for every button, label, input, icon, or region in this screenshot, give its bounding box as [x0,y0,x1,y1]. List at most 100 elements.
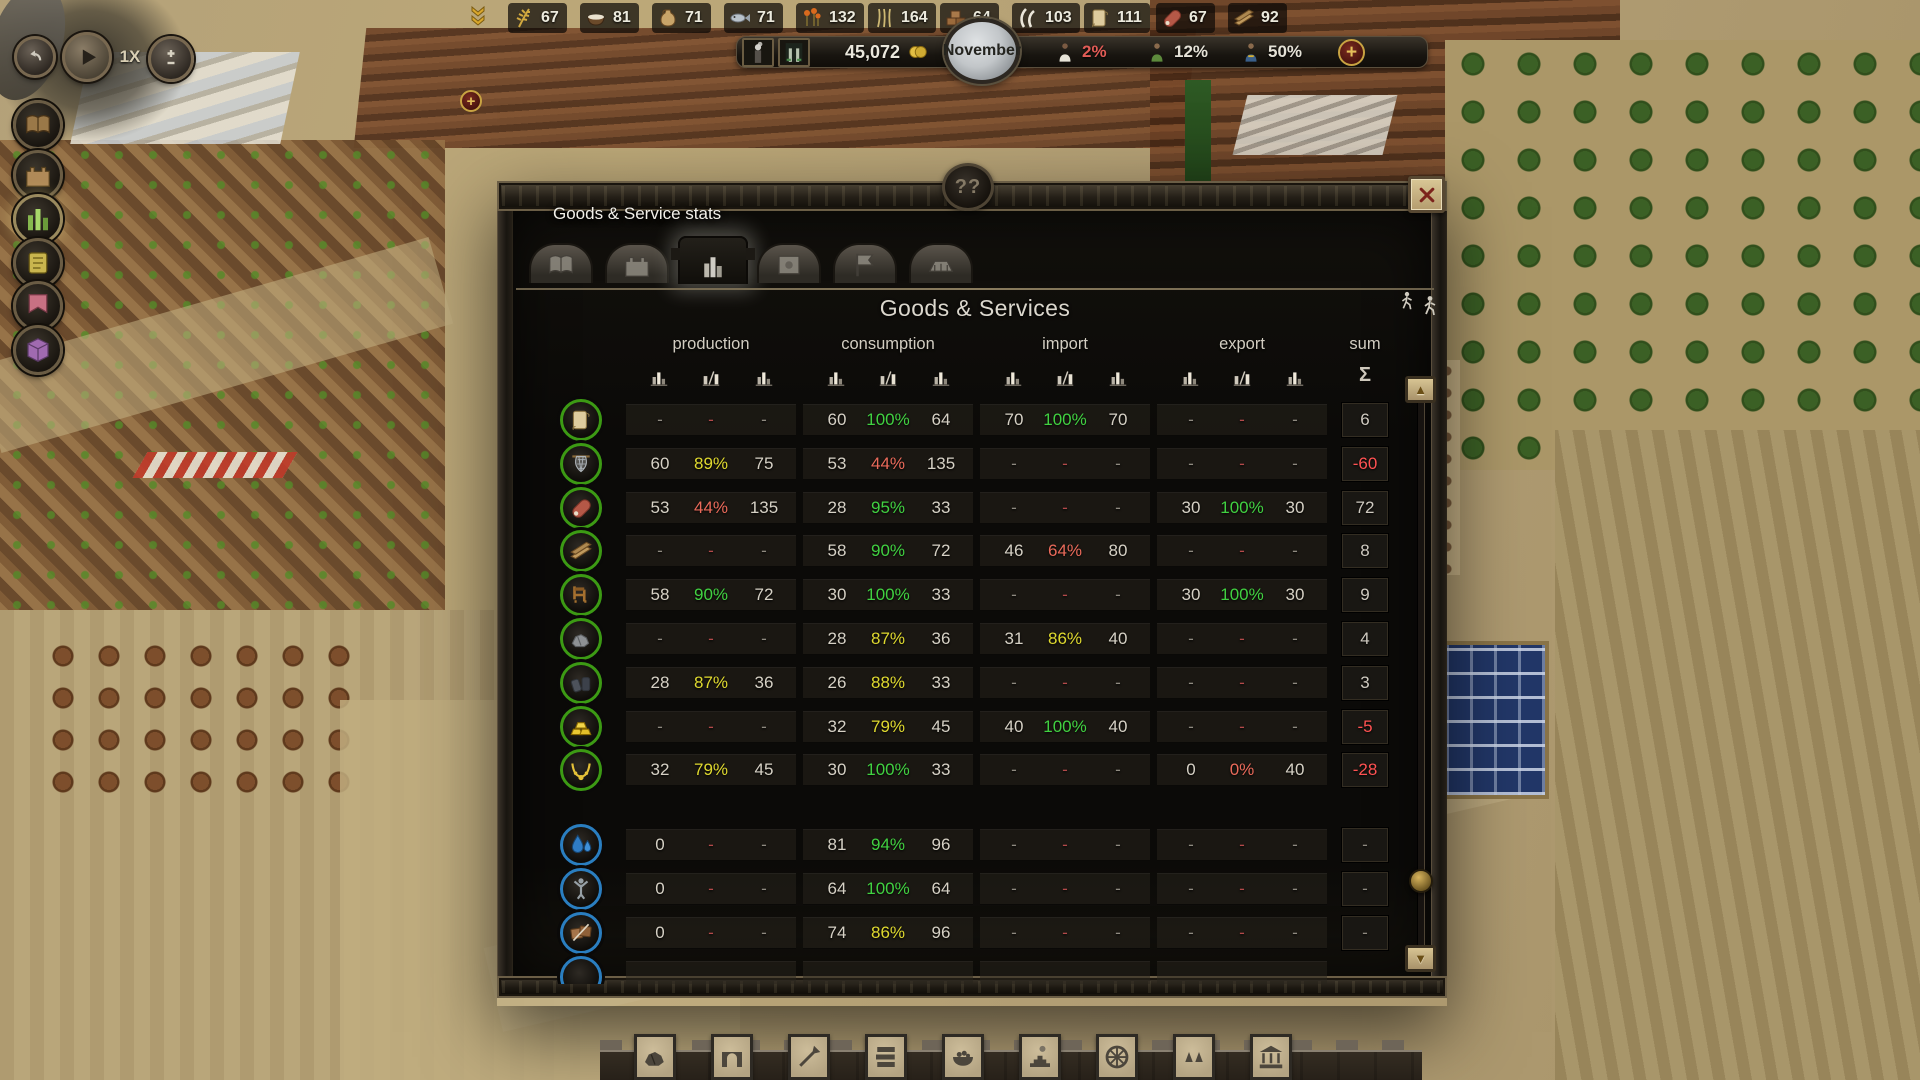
export-value: - [1292,879,1298,898]
column-sum: sum [1349,335,1381,353]
import-value: - [1115,879,1121,898]
industry-overlay-button[interactable] [742,38,774,67]
scrollbar-track[interactable] [1417,402,1425,947]
service-row-button[interactable] [560,956,602,984]
meat-leg-row-button[interactable] [560,487,602,529]
sidebar-item-monuments[interactable] [13,325,63,375]
gold-bars-row-button[interactable] [560,706,602,748]
sidebar-item-stats[interactable] [13,194,63,244]
import-value: 40 [1108,629,1128,648]
consumption-value: 64 [931,410,951,429]
close-button[interactable] [1408,176,1445,213]
sidebar-item-city[interactable] [13,150,63,200]
chimney-icon [744,40,772,65]
consumption-value: 79% [870,717,906,736]
help-medallion[interactable]: ?? [942,163,994,211]
tab-scroll-icon [774,250,804,280]
export-value: 40 [1285,760,1305,779]
tab-trade[interactable] [757,243,821,283]
resource-value: 67 [541,9,559,26]
import-value: - [1115,835,1121,854]
scroll-up-button[interactable]: ▲ [1405,376,1436,403]
consumption-value: 32 [827,717,847,736]
tab-shelf-divider [516,288,1434,290]
tab-goods-services[interactable] [671,236,755,284]
tab-overview[interactable] [529,243,593,283]
citizen-worker-icon[interactable] [1054,39,1076,66]
sidebar-item-decrees[interactable] [13,238,63,288]
fishing-net-row-button[interactable] [560,443,602,485]
undo-button[interactable] [14,36,56,78]
stat-ratio-icon [874,366,902,388]
export-value: - [1239,629,1245,648]
metal-ingots-row-button[interactable] [560,662,602,704]
tab-city[interactable] [605,243,669,283]
sum-value: -60 [1342,447,1388,481]
jewelry-row-button[interactable] [560,749,602,791]
speed-stepper[interactable] [148,36,194,82]
stat-bars-icon [750,366,778,388]
consumption-value: 33 [931,585,951,604]
stone-icon [568,626,594,652]
import-cells: --- [980,754,1150,786]
side-block-icon [23,335,53,365]
water-row-button[interactable] [560,824,602,866]
stone-row-button[interactable] [560,618,602,660]
export-value: - [1292,541,1298,560]
build-roads-button[interactable] [1096,1034,1138,1080]
citizen-noble-icon[interactable] [1240,39,1262,66]
tool-arch-icon [717,1040,747,1074]
scroll-down-button[interactable]: ▼ [1405,945,1436,972]
import-value: - [1115,585,1121,604]
walker-toggle-icon[interactable] [1396,286,1418,316]
production-value: - [657,541,663,560]
production-value: 32 [650,760,670,779]
tab-monuments[interactable] [909,243,973,283]
production-value: - [657,410,663,429]
play-button[interactable] [62,32,112,82]
garden-overlay-button[interactable] [778,38,810,67]
export-value: 30 [1285,498,1305,517]
papyrus-scroll-row-button[interactable] [560,399,602,441]
build-temple-button[interactable] [1250,1034,1292,1080]
walker-toggle-icon[interactable] [1418,290,1442,322]
export-value: - [1239,410,1245,429]
religion-row-button[interactable] [560,868,602,910]
tool-bowl-icon [948,1040,978,1074]
add-advisor-button[interactable]: + [1338,39,1365,66]
sidebar-item-overview[interactable] [13,100,63,150]
palm-grove [1445,40,1920,470]
side-chart-icon [23,204,53,234]
overlay-toggle-button[interactable]: + [460,90,482,112]
production-value: - [761,717,767,736]
water-icon [568,832,594,858]
build-nature-button[interactable] [1173,1034,1215,1080]
flowers-icon [800,6,824,30]
sum-value: 4 [1342,622,1388,656]
production-value: 44% [693,498,729,517]
sidebar-item-banners[interactable] [13,281,63,331]
import-value: 100% [1043,717,1087,736]
citizen-merchant-icon[interactable] [1146,39,1168,66]
resource-counter: 67 [1156,3,1215,33]
import-value: - [1011,454,1017,473]
production-cells: --- [626,535,796,567]
build-quarry-button[interactable] [634,1034,676,1080]
wood-planks-row-button[interactable] [560,530,602,572]
tool-temple-icon [1256,1040,1286,1074]
furniture-row-button[interactable] [560,574,602,616]
partial-cells [803,961,973,984]
build-food-button[interactable] [942,1034,984,1080]
scrollbar-knob[interactable] [1409,869,1433,893]
build-industry-button[interactable] [1019,1034,1061,1080]
chevron-double-down-icon[interactable] [466,3,490,31]
production-value: 90% [693,585,729,604]
consumption-value: 94% [870,835,906,854]
education-row-button[interactable] [560,912,602,954]
build-tools-button[interactable] [788,1034,830,1080]
tab-military[interactable] [833,243,897,283]
stat-bars-icon [822,366,850,388]
build-arch-button[interactable] [711,1034,753,1080]
build-storage-button[interactable] [865,1034,907,1080]
consumption-cells: 81 94% 96 [803,829,973,861]
